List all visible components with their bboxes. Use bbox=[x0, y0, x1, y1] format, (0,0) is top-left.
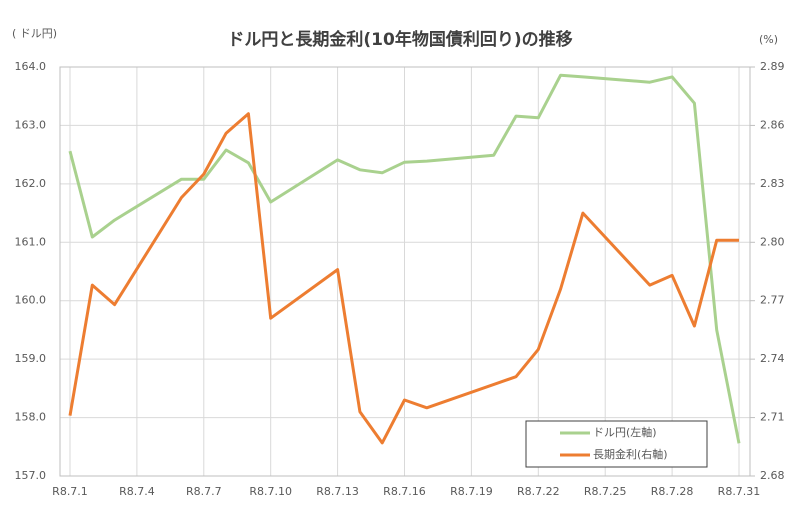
y-tick-label: 158.0 bbox=[15, 411, 47, 424]
y-tick-label: 160.0 bbox=[15, 294, 47, 307]
chart-title: ドル円と長期金利(10年物国債利回り)の推移 bbox=[227, 29, 572, 50]
y2-tick-label: 2.89 bbox=[760, 60, 785, 73]
legend-label: ドル円(左軸) bbox=[593, 425, 657, 439]
y2-tick-label: 2.86 bbox=[760, 118, 785, 131]
y-tick-label: 164.0 bbox=[15, 60, 47, 73]
y2-tick-label: 2.83 bbox=[760, 177, 785, 190]
legend-label: 長期金利(右軸) bbox=[593, 447, 668, 461]
series-line bbox=[68, 112, 739, 445]
x-tick-label: R8.7.31 bbox=[718, 485, 761, 498]
series-line bbox=[68, 73, 741, 444]
y2-axis-label: (%) bbox=[759, 33, 778, 46]
legend-box bbox=[525, 420, 708, 468]
y-tick-label: 159.0 bbox=[15, 352, 47, 365]
y2-tick-label: 2.74 bbox=[760, 352, 785, 365]
y2-tick-label: 2.71 bbox=[760, 411, 785, 424]
y-tick-label: 161.0 bbox=[15, 235, 47, 248]
x-tick-label: R8.7.22 bbox=[517, 485, 560, 498]
y2-tick-label: 2.80 bbox=[760, 235, 785, 248]
y-tick-label: 163.0 bbox=[15, 118, 47, 131]
x-tick-label: R8.7.10 bbox=[249, 485, 292, 498]
x-tick-label: R8.7.25 bbox=[584, 485, 627, 498]
y-tick-label: 162.0 bbox=[15, 177, 47, 190]
x-tick-label: R8.7.7 bbox=[186, 485, 222, 498]
x-tick-label: R8.7.28 bbox=[651, 485, 694, 498]
x-tick-label: R8.7.16 bbox=[383, 485, 426, 498]
x-tick-label: R8.7.19 bbox=[450, 485, 493, 498]
plot-frame bbox=[59, 66, 751, 477]
y2-tick-label: 2.68 bbox=[760, 469, 785, 482]
x-tick-label: R8.7.1 bbox=[52, 485, 88, 498]
y-axis-label: ( ドル円) bbox=[12, 27, 57, 40]
y2-tick-label: 2.77 bbox=[760, 294, 785, 307]
x-tick-label: R8.7.4 bbox=[119, 485, 155, 498]
y-tick-label: 157.0 bbox=[15, 469, 47, 482]
x-tick-label: R8.7.13 bbox=[316, 485, 359, 498]
